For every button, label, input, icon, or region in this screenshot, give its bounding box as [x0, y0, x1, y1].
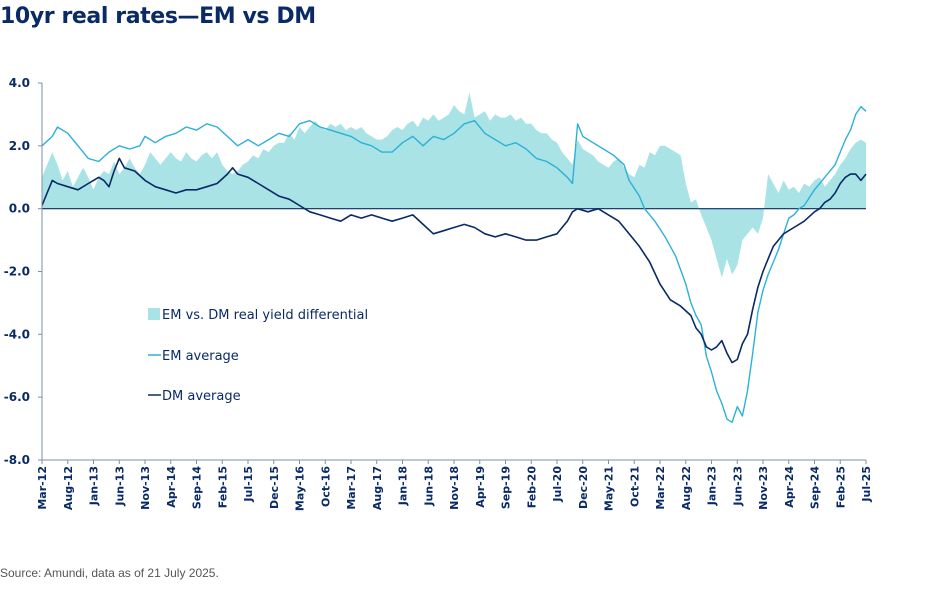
source-note: Source: Amundi, data as of 21 July 2025. [0, 566, 219, 580]
x-tick-label: Apr-24 [783, 466, 796, 508]
x-tick-label: Jun-18 [422, 466, 435, 507]
x-tick-label: May-16 [294, 466, 307, 511]
y-tick-label: 0.0 [9, 202, 30, 216]
x-tick-label: May-21 [603, 466, 616, 511]
y-tick-label: 2.0 [9, 139, 30, 153]
em-average-line [41, 105, 867, 423]
legend-label-dm: DM average [162, 389, 241, 404]
x-tick-label: Oct-21 [628, 466, 641, 507]
differential-area [42, 92, 866, 278]
differential-area-layer [42, 92, 866, 278]
dm-average-line [41, 157, 867, 364]
x-tick-label: Dec-15 [268, 466, 281, 509]
y-tick-label: 4.0 [9, 76, 30, 90]
x-tick-label: Dec-20 [577, 466, 590, 509]
x-tick-label: Jul-25 [860, 466, 873, 503]
x-tick-label: Nov-13 [139, 466, 152, 510]
legend: EM vs. DM real yield differential EM ave… [148, 308, 368, 404]
x-tick-label: Feb-20 [525, 466, 538, 509]
x-tick-label: Feb-25 [834, 466, 847, 508]
series-lines-layer [41, 105, 867, 423]
x-tick-label: Jan-18 [397, 466, 410, 506]
x-tick-label: Mar-17 [345, 466, 358, 510]
x-tick-label: Nov-23 [757, 466, 770, 510]
x-tick-label: Jan-23 [706, 466, 719, 506]
x-tick-label: Sep-14 [191, 466, 204, 509]
x-tick-label: Nov-18 [448, 466, 461, 510]
legend-label-differential: EM vs. DM real yield differential [162, 308, 368, 323]
x-tick-label: Mar-12 [36, 466, 49, 510]
x-tick-label: Feb-15 [216, 466, 229, 508]
chart: 4.0 2.0 0.0 -2.0 -4.0 -6.0 -8.0 Mar-12 Aug-12 Jan… [4, 76, 873, 511]
legend-label-em: EM average [162, 349, 239, 364]
y-tick-label: -6.0 [4, 390, 30, 404]
y-tick-label: -8.0 [4, 453, 30, 467]
legend-swatch-differential [148, 308, 160, 320]
x-tick-label: Oct-16 [319, 466, 332, 507]
x-tick-label: Jun-23 [731, 466, 744, 507]
y-tick-label: -2.0 [4, 265, 30, 279]
x-tick-label: Aug-17 [371, 466, 384, 510]
axes-layer: 4.0 2.0 0.0 -2.0 -4.0 -6.0 -8.0 Mar-12 Aug-12 Jan… [4, 76, 873, 511]
x-tick-label: Apr-14 [165, 466, 178, 508]
x-tick-label: Jul-15 [242, 466, 255, 503]
x-tick-label: Jun-13 [113, 466, 126, 507]
x-tick-label: Sep-19 [500, 466, 513, 509]
x-tick-label: Jul-20 [551, 466, 564, 503]
x-tick-label: Jan-13 [88, 466, 101, 506]
x-tick-label: Sep-24 [809, 466, 822, 509]
chart-title: 10yr real rates—EM vs DM [0, 4, 316, 29]
y-tick-label: -4.0 [4, 327, 30, 341]
x-tick-label: Aug-22 [680, 466, 693, 510]
x-tick-label: Aug-12 [62, 466, 75, 510]
x-tick-label: Apr-19 [474, 466, 487, 508]
x-tick-label: Mar-22 [654, 466, 667, 510]
